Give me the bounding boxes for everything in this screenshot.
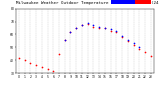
Point [132, 43, 135, 44]
Point [104, 27, 106, 29]
Point [35, 65, 37, 66]
Point [144, 52, 146, 53]
Point [52, 70, 55, 71]
Point [75, 27, 77, 29]
Point [115, 31, 118, 33]
Point [81, 25, 83, 26]
Point [121, 36, 123, 38]
Point [121, 35, 123, 36]
Point [18, 57, 20, 58]
Point [64, 39, 66, 40]
Point [23, 60, 26, 61]
Point [132, 44, 135, 45]
Point [98, 26, 100, 27]
Point [92, 26, 95, 27]
Point [64, 39, 66, 40]
Point [127, 39, 129, 40]
Point [69, 31, 72, 33]
Point [149, 56, 152, 57]
Point [98, 27, 100, 29]
Point [40, 66, 43, 67]
Point [138, 48, 140, 49]
Point [46, 69, 49, 70]
Point [115, 30, 118, 31]
Text: Milwaukee Weather Outdoor Temperature  vs Heat Index  (24 Hours): Milwaukee Weather Outdoor Temperature vs… [16, 1, 160, 5]
Point [109, 30, 112, 31]
Point [109, 29, 112, 30]
Point [58, 53, 60, 54]
Point [29, 62, 32, 64]
Point [104, 27, 106, 29]
Point [69, 31, 72, 33]
Point [86, 22, 89, 24]
Point [127, 40, 129, 42]
Point [92, 25, 95, 26]
Point [75, 27, 77, 29]
Point [86, 23, 89, 25]
Point [138, 47, 140, 48]
Point [81, 25, 83, 26]
